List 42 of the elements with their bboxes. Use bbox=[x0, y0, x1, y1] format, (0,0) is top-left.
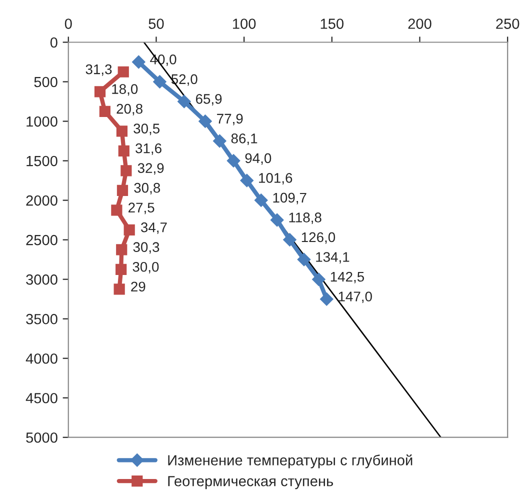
y-tick-label: 5000 bbox=[26, 432, 58, 443]
data-label: 30,5 bbox=[134, 124, 160, 136]
y-tick-label: 4000 bbox=[26, 353, 58, 364]
y-tick-label: 1500 bbox=[26, 156, 58, 166]
y-tick-label: 0 bbox=[50, 37, 58, 48]
data-label: 126,0 bbox=[302, 232, 336, 244]
data-label: 65,9 bbox=[196, 94, 222, 106]
data-label: 94,0 bbox=[245, 153, 272, 165]
data-label: 118,8 bbox=[289, 212, 322, 224]
x-tick-label: 0 bbox=[64, 18, 72, 29]
data-label: 134,1 bbox=[316, 252, 350, 264]
data-label: 20,8 bbox=[116, 104, 142, 116]
data-label: 101,6 bbox=[259, 173, 292, 185]
legend-label: Изменение температуры с глубиной bbox=[168, 454, 412, 468]
data-label: 31,6 bbox=[136, 143, 162, 155]
y-tick-label: 3500 bbox=[26, 314, 58, 324]
data-label: 32,9 bbox=[138, 163, 164, 175]
y-tick-label: 1000 bbox=[26, 116, 58, 127]
data-label: 34,7 bbox=[140, 222, 167, 234]
data-label: 109,7 bbox=[273, 192, 306, 204]
y-tick-label: 4500 bbox=[26, 392, 58, 404]
data-label: 86,1 bbox=[231, 134, 258, 146]
data-label: 147,0 bbox=[338, 292, 372, 304]
y-tick-label: 2000 bbox=[26, 195, 58, 206]
x-tick-label: 150 bbox=[320, 18, 344, 29]
data-label: 77,9 bbox=[217, 114, 243, 126]
y-tick-label: 3000 bbox=[26, 274, 58, 285]
x-tick-label: 200 bbox=[408, 18, 432, 29]
data-label: 142,5 bbox=[330, 272, 364, 284]
data-label: 30,8 bbox=[134, 182, 160, 194]
data-label: 31,3 bbox=[86, 64, 112, 76]
data-label: 27,5 bbox=[128, 202, 154, 214]
x-tick-label: 50 bbox=[148, 18, 164, 29]
x-tick-label: 100 bbox=[233, 18, 256, 29]
data-label: 30,0 bbox=[132, 262, 159, 274]
y-tick-label: 2500 bbox=[26, 234, 58, 246]
x-tick-label: 250 bbox=[496, 18, 520, 29]
data-label: 30,3 bbox=[133, 242, 160, 254]
data-label: 29 bbox=[131, 282, 146, 292]
legend-label: Геотермическая ступень bbox=[168, 476, 334, 490]
y-tick-label: 500 bbox=[34, 76, 58, 88]
data-label: 18,0 bbox=[112, 84, 138, 96]
